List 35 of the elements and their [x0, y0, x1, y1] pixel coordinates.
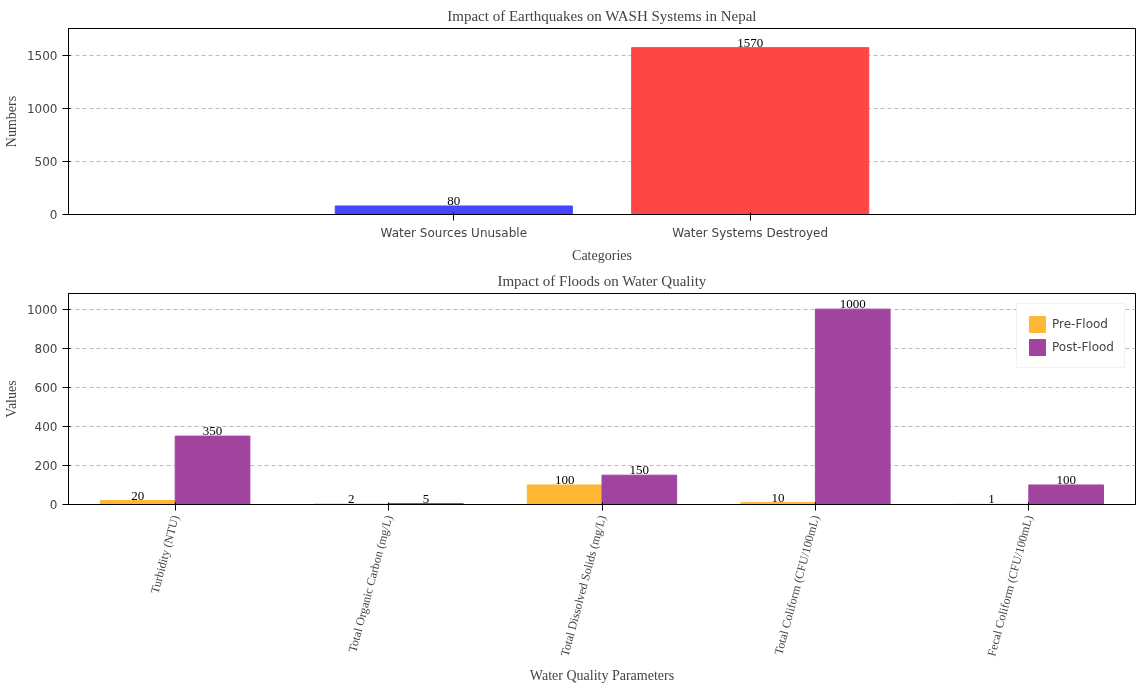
- data-label: 150: [629, 462, 650, 478]
- y-tick-label: 1000: [26, 302, 58, 317]
- data-label: 350: [202, 423, 223, 439]
- data-label: 100: [554, 471, 575, 487]
- x-axis-title: Categories: [572, 247, 632, 263]
- y-tick-label: 0: [49, 208, 58, 222]
- data-label: 2: [348, 491, 355, 507]
- x-axis-title: Water Quality Parameters: [529, 667, 675, 683]
- y-tick-label: 1000: [26, 101, 58, 116]
- y-tick-label: 200: [34, 458, 58, 473]
- data-label: 100: [1056, 471, 1076, 487]
- data-label: 5: [422, 490, 430, 506]
- data-label: 20: [131, 487, 145, 503]
- x-tick-label: Turbidity (NTU): [147, 513, 182, 596]
- y-axis-title: Numbers: [3, 95, 19, 148]
- y-tick-label: 600: [34, 380, 58, 395]
- chart-title: Impact of Floods on Water Quality: [497, 272, 707, 289]
- data-label: 80: [447, 193, 461, 208]
- x-tick-label: Water Sources Unusable: [380, 225, 528, 240]
- data-label: 1: [988, 491, 995, 507]
- legend-label: Pre-Flood: [1052, 317, 1108, 331]
- y-tick-label: 500: [34, 154, 58, 169]
- y-tick-label: 400: [34, 419, 58, 434]
- y-tick-label: 0: [49, 498, 58, 512]
- data-label: 1570: [737, 34, 764, 50]
- legend-label: Post-Flood: [1052, 340, 1114, 354]
- y-axis-title: Values: [3, 380, 19, 418]
- x-tick-label: Total Dissolved Solids (mg/L): [557, 513, 609, 658]
- x-tick-label: Water Systems Destroyed: [672, 225, 829, 240]
- x-tick-label: Total Organic Carbon (mg/L): [345, 513, 396, 654]
- y-tick-label: 1500: [26, 48, 58, 63]
- data-label: 10: [771, 489, 785, 505]
- chart-title: Impact of Earthquakes on WASH Systems in Nepal: [447, 7, 757, 24]
- data-label: 1000: [839, 296, 866, 312]
- y-tick-label: 800: [34, 341, 58, 356]
